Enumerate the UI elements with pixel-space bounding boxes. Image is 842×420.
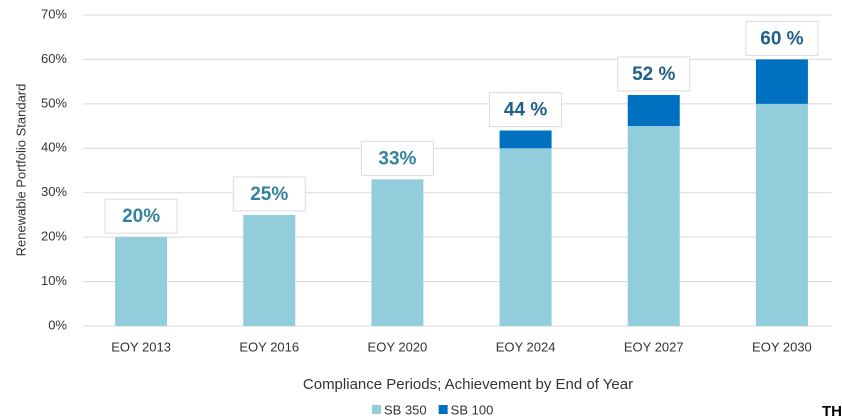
x-tick-label: EOY 2030 [752,339,812,354]
bar-segment [499,130,552,149]
legend-swatch [438,405,448,414]
x-tick-label: EOY 2027 [624,339,684,354]
y-tick-label: 10% [41,273,67,288]
bar-segment [499,148,552,326]
data-label: 20% [122,206,160,227]
y-tick-label: 40% [41,140,67,155]
data-label-box [745,20,819,56]
data-label-box [104,198,178,234]
x-tick-label: EOY 2016 [239,339,299,354]
bar-segment [243,214,296,326]
data-label: 44 % [504,100,547,121]
bar-segment [755,59,808,104]
y-tick-label: 60% [41,51,67,66]
x-tick-label: EOY 2024 [496,339,556,354]
legend-label: SB 350 [384,402,427,417]
bar-segment [627,126,680,326]
legend-label: SB 100 [451,402,494,417]
x-tick-label: EOY 2013 [111,339,171,354]
y-tick-label: 20% [41,229,67,244]
bar-segment [371,179,424,326]
data-label-box [617,56,691,92]
bar-segment [627,94,680,127]
y-tick-label: 30% [41,184,67,199]
x-tick-label: EOY 2020 [368,339,428,354]
legend-swatch [372,405,381,414]
data-label: 25% [250,184,288,205]
data-label-box [232,176,306,212]
data-label: 52 % [632,64,675,85]
data-label-box [489,92,563,128]
data-label: 60 % [760,28,803,49]
x-axis-label: Compliance Periods; Achievement by End o… [303,376,633,393]
y-axis-label: Renewable Portfolio Standard [13,84,28,257]
y-tick-label: 70% [41,6,67,21]
bar-segment [755,103,808,326]
y-tick-label: 0% [48,317,67,332]
data-label-box [360,140,434,176]
corner-text: TH [822,403,842,420]
data-label: 33% [378,148,416,169]
bar-segment [115,237,168,326]
y-tick-label: 50% [41,95,67,110]
